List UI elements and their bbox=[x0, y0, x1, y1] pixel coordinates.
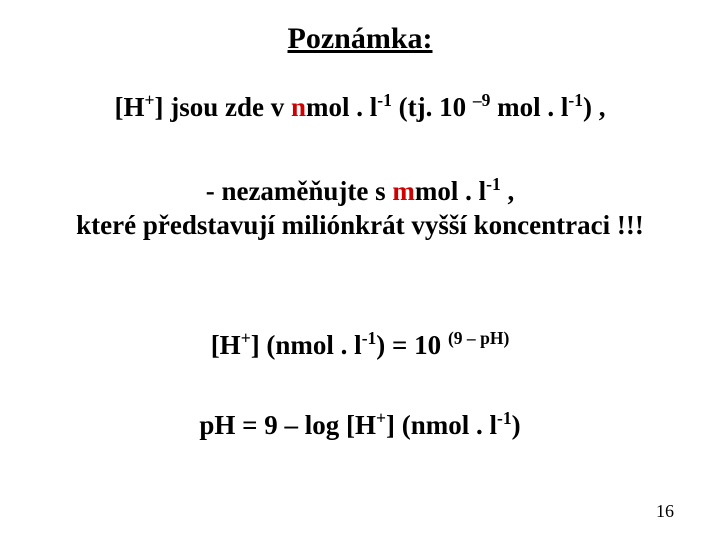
slide-title: Poznámka: bbox=[0, 22, 720, 56]
page-number: 16 bbox=[656, 501, 674, 522]
superscript-plus: + bbox=[144, 90, 154, 110]
text: ] jsou zde v bbox=[154, 92, 291, 122]
superscript-neg1: -1 bbox=[362, 328, 377, 348]
text: [H bbox=[114, 92, 144, 122]
accent-n: n bbox=[291, 92, 306, 122]
line-3: které představují miliónkrát vyšší konce… bbox=[0, 210, 720, 241]
text: ] (nmol . l bbox=[386, 410, 497, 440]
superscript-neg1: -1 bbox=[497, 408, 512, 428]
text: mol . l bbox=[490, 92, 568, 122]
superscript-plus: + bbox=[376, 408, 386, 428]
slide: Poznámka: [H+] jsou zde v nmol . l-1 (tj… bbox=[0, 0, 720, 540]
text: ) = 10 bbox=[376, 330, 448, 360]
line-4: [H+] (nmol . l-1) = 10 (9 – pH) bbox=[0, 330, 720, 361]
superscript-neg1: -1 bbox=[568, 90, 583, 110]
text: ) , bbox=[583, 92, 606, 122]
line-1: [H+] jsou zde v nmol . l-1 (tj. 10 –9 mo… bbox=[0, 92, 720, 123]
text: mol . l bbox=[306, 92, 377, 122]
text: [H bbox=[211, 330, 241, 360]
text: (tj. 10 bbox=[392, 92, 473, 122]
text: - nezaměňujte s bbox=[206, 176, 393, 206]
line-5: pH = 9 – log [H+] (nmol . l-1) bbox=[0, 410, 720, 441]
superscript-exponent: (9 – pH) bbox=[448, 328, 509, 348]
text: pH = 9 – log [H bbox=[199, 410, 376, 440]
text: ] (nmol . l bbox=[251, 330, 362, 360]
accent-m: m bbox=[392, 176, 415, 206]
superscript-neg9: –9 bbox=[473, 90, 491, 110]
line-2: - nezaměňujte s mmol . l-1 , bbox=[0, 176, 720, 207]
superscript-neg1: -1 bbox=[377, 90, 392, 110]
text: , bbox=[501, 176, 515, 206]
superscript-neg1: -1 bbox=[486, 174, 501, 194]
text: mol . l bbox=[415, 176, 486, 206]
superscript-plus: + bbox=[241, 328, 251, 348]
text: ) bbox=[512, 410, 521, 440]
